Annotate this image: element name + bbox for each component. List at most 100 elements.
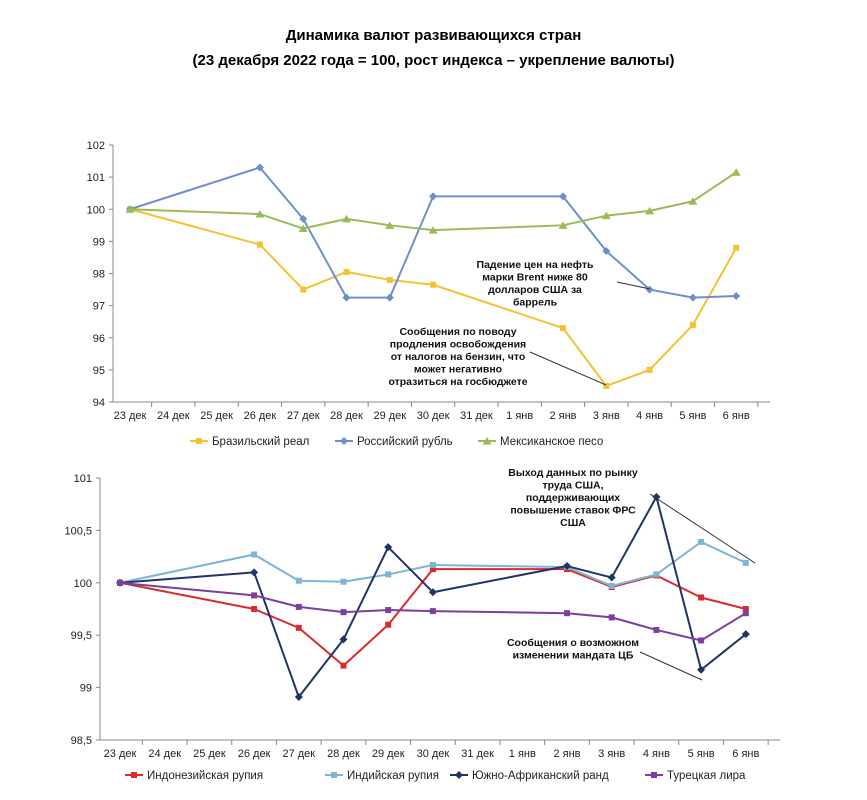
x-tick-label: 30 дек [417, 748, 450, 760]
data-point [340, 578, 347, 585]
x-tick-label: 3 янв [598, 748, 625, 760]
data-point [742, 610, 749, 617]
y-tick-label: 94 [93, 397, 105, 409]
data-point [608, 614, 615, 621]
y-tick-label: 97 [93, 301, 105, 313]
legend-entry: Мексиканское песо [478, 436, 603, 448]
chart-subtitle: (23 декабря 2022 года = 100, рост индекс… [192, 52, 675, 69]
data-point [385, 221, 395, 229]
data-point [255, 210, 265, 218]
x-tick-label: 27 дек [287, 410, 320, 422]
data-point [429, 561, 436, 568]
annotation-text: Выход данных по рынку [508, 467, 638, 479]
y-tick-label: 98,5 [71, 735, 92, 747]
annotation-text: долларов США за [488, 284, 582, 296]
data-point [742, 606, 749, 612]
x-tick-label: 29 дек [372, 748, 405, 760]
data-point [385, 607, 392, 614]
x-tick-label: 26 дек [244, 410, 277, 422]
legend-marker [196, 438, 202, 444]
annotation-text: повышение ставок ФРС [510, 505, 636, 517]
data-point [559, 192, 567, 201]
legend-entry: Южно-Африканский ранд [450, 770, 609, 782]
x-tick-label: 24 дек [148, 748, 181, 760]
x-tick-label: 25 дек [200, 410, 233, 422]
x-tick-label: 6 янв [723, 410, 750, 422]
data-point [340, 662, 347, 669]
legend-marker [651, 772, 657, 778]
data-point [741, 630, 750, 639]
legend-label: Индийская рупия [347, 770, 439, 782]
y-tick-label: 100 [87, 204, 105, 216]
y-tick-label: 99,5 [71, 630, 92, 642]
series-line [119, 568, 747, 667]
data-point [429, 192, 438, 201]
x-tick-label: 5 янв [688, 748, 715, 760]
data-point [603, 382, 610, 389]
data-point [558, 221, 568, 229]
legend-label: Индонезийская рупия [147, 770, 263, 782]
annotation-text: США [560, 517, 586, 529]
data-point [295, 624, 302, 631]
data-point [607, 573, 616, 582]
x-tick-label: 1 янв [509, 748, 536, 760]
x-tick-label: 5 янв [679, 410, 706, 422]
data-point [731, 168, 741, 176]
y-tick-label: 100 [74, 578, 92, 590]
data-point [299, 214, 308, 223]
annotation-pointer [616, 281, 651, 290]
data-point [608, 582, 615, 589]
data-point [256, 241, 263, 248]
annotation-text: Сообщения о возможном [507, 637, 639, 649]
legend-label: Бразильский реал [212, 436, 309, 448]
x-tick-label: 1 янв [506, 410, 533, 422]
annotation-text: Сообщения по поводу [399, 326, 516, 338]
y-tick-label: 99 [80, 683, 92, 695]
data-point [688, 293, 697, 302]
y-tick-label: 102 [87, 140, 105, 152]
data-point [601, 211, 611, 220]
legend-marker [455, 771, 463, 779]
legend-label: Турецкая лира [667, 770, 746, 782]
data-point [698, 637, 705, 644]
x-tick-label: 3 янв [593, 410, 620, 422]
x-tick-label: 27 дек [282, 748, 315, 760]
data-point [653, 571, 660, 578]
x-tick-label: 29 дек [373, 410, 406, 422]
data-point [564, 610, 570, 617]
data-point [342, 214, 351, 223]
y-tick-label: 101 [87, 172, 105, 184]
annotation-text: труда США, [542, 480, 603, 492]
data-point [646, 366, 653, 373]
data-point [251, 551, 258, 558]
data-point [300, 286, 307, 293]
data-point [343, 268, 350, 275]
annotation-text: поддерживающих [526, 492, 620, 504]
legend-label: Южно-Африканский ранд [472, 770, 609, 782]
data-point [742, 559, 749, 566]
x-tick-label: 2 янв [553, 748, 580, 760]
chart-title: Динамика валют развивающихся стран [285, 27, 582, 44]
data-point [125, 205, 135, 213]
data-point [294, 693, 303, 702]
data-point [384, 543, 393, 552]
series-2 [126, 163, 741, 302]
data-point [697, 665, 706, 674]
x-tick-label: 31 дек [461, 748, 494, 760]
data-point [295, 577, 302, 584]
annotation-text: продления освобождения [390, 339, 526, 351]
x-tick-label: 28 дек [327, 748, 360, 760]
data-point [255, 163, 264, 172]
data-point [251, 592, 258, 599]
legend-entry: Индийская рупия [325, 770, 439, 782]
data-point [340, 609, 347, 616]
legend-marker [482, 437, 492, 445]
data-point [386, 276, 393, 283]
data-point [429, 566, 436, 573]
data-point [563, 562, 571, 571]
y-tick-label: 99 [93, 236, 105, 248]
x-tick-label: 24 дек [157, 410, 190, 422]
